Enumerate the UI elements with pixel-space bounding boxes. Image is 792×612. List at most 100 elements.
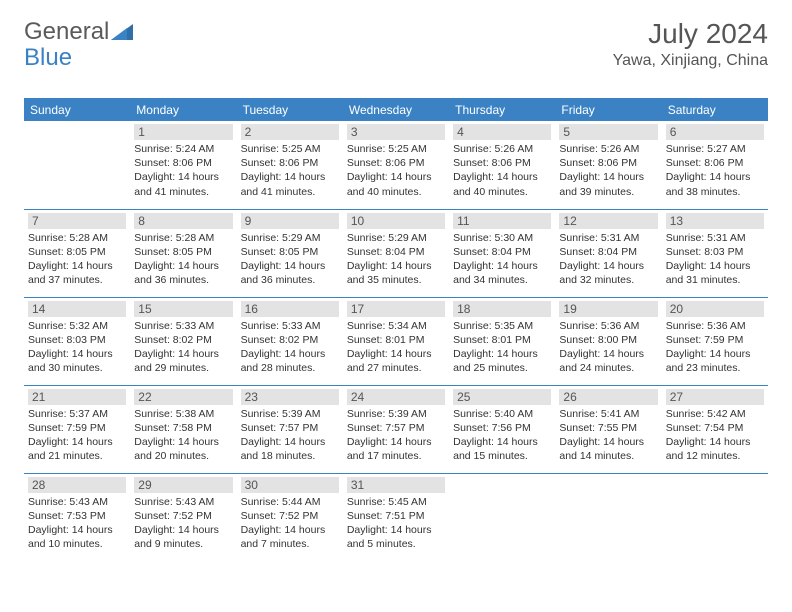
calendar-day-cell: 1 Sunrise: 5:24 AMSunset: 8:06 PMDaylight… xyxy=(130,121,236,209)
day-number: 11 xyxy=(453,213,551,229)
sunset-text: Sunset: 8:05 PM xyxy=(28,245,126,259)
daylight-text: Daylight: 14 hours and 20 minutes. xyxy=(134,435,232,463)
sunset-text: Sunset: 8:05 PM xyxy=(241,245,339,259)
day-number: 12 xyxy=(559,213,657,229)
day-number: 25 xyxy=(453,389,551,405)
day-details: Sunrise: 5:43 AMSunset: 7:53 PMDaylight:… xyxy=(28,495,126,552)
day-details: Sunrise: 5:41 AMSunset: 7:55 PMDaylight:… xyxy=(559,407,657,464)
weekday-header: Saturday xyxy=(662,99,768,122)
calendar-day-cell: 26 Sunrise: 5:41 AMSunset: 7:55 PMDayligh… xyxy=(555,385,661,473)
sunrise-text: Sunrise: 5:32 AM xyxy=(28,319,126,333)
daylight-text: Daylight: 14 hours and 35 minutes. xyxy=(347,259,445,287)
day-number: 13 xyxy=(666,213,764,229)
sunrise-text: Sunrise: 5:28 AM xyxy=(134,231,232,245)
sunrise-text: Sunrise: 5:39 AM xyxy=(241,407,339,421)
day-number: 22 xyxy=(134,389,232,405)
sunset-text: Sunset: 7:56 PM xyxy=(453,421,551,435)
day-number: 26 xyxy=(559,389,657,405)
day-details: Sunrise: 5:35 AMSunset: 8:01 PMDaylight:… xyxy=(453,319,551,376)
daylight-text: Daylight: 14 hours and 17 minutes. xyxy=(347,435,445,463)
calendar-table: SundayMondayTuesdayWednesdayThursdayFrid… xyxy=(24,98,768,561)
calendar-day-cell: 14Sunrise: 5:32 AMSunset: 8:03 PMDayligh… xyxy=(24,297,130,385)
sunrise-text: Sunrise: 5:35 AM xyxy=(453,319,551,333)
day-number: 23 xyxy=(241,389,339,405)
sunset-text: Sunset: 7:52 PM xyxy=(134,509,232,523)
sunset-text: Sunset: 7:52 PM xyxy=(241,509,339,523)
sunrise-text: Sunrise: 5:36 AM xyxy=(559,319,657,333)
day-details: Sunrise: 5:34 AMSunset: 8:01 PMDaylight:… xyxy=(347,319,445,376)
calendar-day-cell: 19Sunrise: 5:36 AMSunset: 8:00 PMDayligh… xyxy=(555,297,661,385)
calendar-empty-cell xyxy=(24,121,130,209)
daylight-text: Daylight: 14 hours and 36 minutes. xyxy=(241,259,339,287)
calendar-day-cell: 13Sunrise: 5:31 AMSunset: 8:03 PMDayligh… xyxy=(662,209,768,297)
daylight-text: Daylight: 14 hours and 39 minutes. xyxy=(559,170,657,198)
calendar-empty-cell xyxy=(662,473,768,561)
day-number: 31 xyxy=(347,477,445,493)
day-number: 18 xyxy=(453,301,551,317)
day-details: Sunrise: 5:24 AMSunset: 8:06 PMDaylight:… xyxy=(134,142,232,199)
sunrise-text: Sunrise: 5:28 AM xyxy=(28,231,126,245)
day-details: Sunrise: 5:28 AMSunset: 8:05 PMDaylight:… xyxy=(134,231,232,288)
day-number: 1 xyxy=(134,124,232,140)
daylight-text: Daylight: 14 hours and 18 minutes. xyxy=(241,435,339,463)
sunrise-text: Sunrise: 5:25 AM xyxy=(241,142,339,156)
day-details: Sunrise: 5:26 AMSunset: 8:06 PMDaylight:… xyxy=(559,142,657,199)
month-title: July 2024 xyxy=(613,18,768,50)
sunrise-text: Sunrise: 5:33 AM xyxy=(241,319,339,333)
daylight-text: Daylight: 14 hours and 32 minutes. xyxy=(559,259,657,287)
day-number: 4 xyxy=(453,124,551,140)
daylight-text: Daylight: 14 hours and 9 minutes. xyxy=(134,523,232,551)
day-details: Sunrise: 5:40 AMSunset: 7:56 PMDaylight:… xyxy=(453,407,551,464)
daylight-text: Daylight: 14 hours and 24 minutes. xyxy=(559,347,657,375)
sunrise-text: Sunrise: 5:25 AM xyxy=(347,142,445,156)
day-number: 8 xyxy=(134,213,232,229)
sunrise-text: Sunrise: 5:30 AM xyxy=(453,231,551,245)
sunrise-text: Sunrise: 5:33 AM xyxy=(134,319,232,333)
day-number: 2 xyxy=(241,124,339,140)
sunset-text: Sunset: 7:54 PM xyxy=(666,421,764,435)
sunrise-text: Sunrise: 5:36 AM xyxy=(666,319,764,333)
weekday-header: Wednesday xyxy=(343,99,449,122)
sunrise-text: Sunrise: 5:29 AM xyxy=(347,231,445,245)
day-number: 9 xyxy=(241,213,339,229)
day-details: Sunrise: 5:25 AMSunset: 8:06 PMDaylight:… xyxy=(241,142,339,199)
daylight-text: Daylight: 14 hours and 29 minutes. xyxy=(134,347,232,375)
calendar-day-cell: 11Sunrise: 5:30 AMSunset: 8:04 PMDayligh… xyxy=(449,209,555,297)
sunset-text: Sunset: 8:06 PM xyxy=(453,156,551,170)
weekday-header: Monday xyxy=(130,99,236,122)
calendar-week-row: 28Sunrise: 5:43 AMSunset: 7:53 PMDayligh… xyxy=(24,473,768,561)
calendar-day-cell: 10Sunrise: 5:29 AMSunset: 8:04 PMDayligh… xyxy=(343,209,449,297)
calendar-day-cell: 4Sunrise: 5:26 AMSunset: 8:06 PMDaylight… xyxy=(449,121,555,209)
daylight-text: Daylight: 14 hours and 5 minutes. xyxy=(347,523,445,551)
day-details: Sunrise: 5:37 AMSunset: 7:59 PMDaylight:… xyxy=(28,407,126,464)
sunrise-text: Sunrise: 5:31 AM xyxy=(559,231,657,245)
header: General July 2024 Yawa, Xinjiang, China xyxy=(24,18,768,70)
sunrise-text: Sunrise: 5:37 AM xyxy=(28,407,126,421)
day-number: 3 xyxy=(347,124,445,140)
title-area: July 2024 Yawa, Xinjiang, China xyxy=(613,18,768,70)
sunset-text: Sunset: 8:04 PM xyxy=(559,245,657,259)
day-number: 17 xyxy=(347,301,445,317)
calendar-body: 1 Sunrise: 5:24 AMSunset: 8:06 PMDaylight… xyxy=(24,121,768,561)
calendar-day-cell: 21Sunrise: 5:37 AMSunset: 7:59 PMDayligh… xyxy=(24,385,130,473)
day-details: Sunrise: 5:38 AMSunset: 7:58 PMDaylight:… xyxy=(134,407,232,464)
daylight-text: Daylight: 14 hours and 37 minutes. xyxy=(28,259,126,287)
calendar-day-cell: 3Sunrise: 5:25 AMSunset: 8:06 PMDaylight… xyxy=(343,121,449,209)
calendar-day-cell: 16Sunrise: 5:33 AMSunset: 8:02 PMDayligh… xyxy=(237,297,343,385)
daylight-text: Daylight: 14 hours and 38 minutes. xyxy=(666,170,764,198)
weekday-header: Thursday xyxy=(449,99,555,122)
calendar-day-cell: 24Sunrise: 5:39 AMSunset: 7:57 PMDayligh… xyxy=(343,385,449,473)
sunrise-text: Sunrise: 5:38 AM xyxy=(134,407,232,421)
daylight-text: Daylight: 14 hours and 41 minutes. xyxy=(134,170,232,198)
calendar-day-cell: 6Sunrise: 5:27 AMSunset: 8:06 PMDaylight… xyxy=(662,121,768,209)
sunset-text: Sunset: 8:03 PM xyxy=(28,333,126,347)
sunrise-text: Sunrise: 5:34 AM xyxy=(347,319,445,333)
calendar-day-cell: 23Sunrise: 5:39 AMSunset: 7:57 PMDayligh… xyxy=(237,385,343,473)
sunrise-text: Sunrise: 5:29 AM xyxy=(241,231,339,245)
daylight-text: Daylight: 14 hours and 34 minutes. xyxy=(453,259,551,287)
calendar-empty-cell xyxy=(555,473,661,561)
day-number: 6 xyxy=(666,124,764,140)
calendar-day-cell: 31Sunrise: 5:45 AMSunset: 7:51 PMDayligh… xyxy=(343,473,449,561)
sunrise-text: Sunrise: 5:43 AM xyxy=(28,495,126,509)
sunset-text: Sunset: 8:06 PM xyxy=(666,156,764,170)
